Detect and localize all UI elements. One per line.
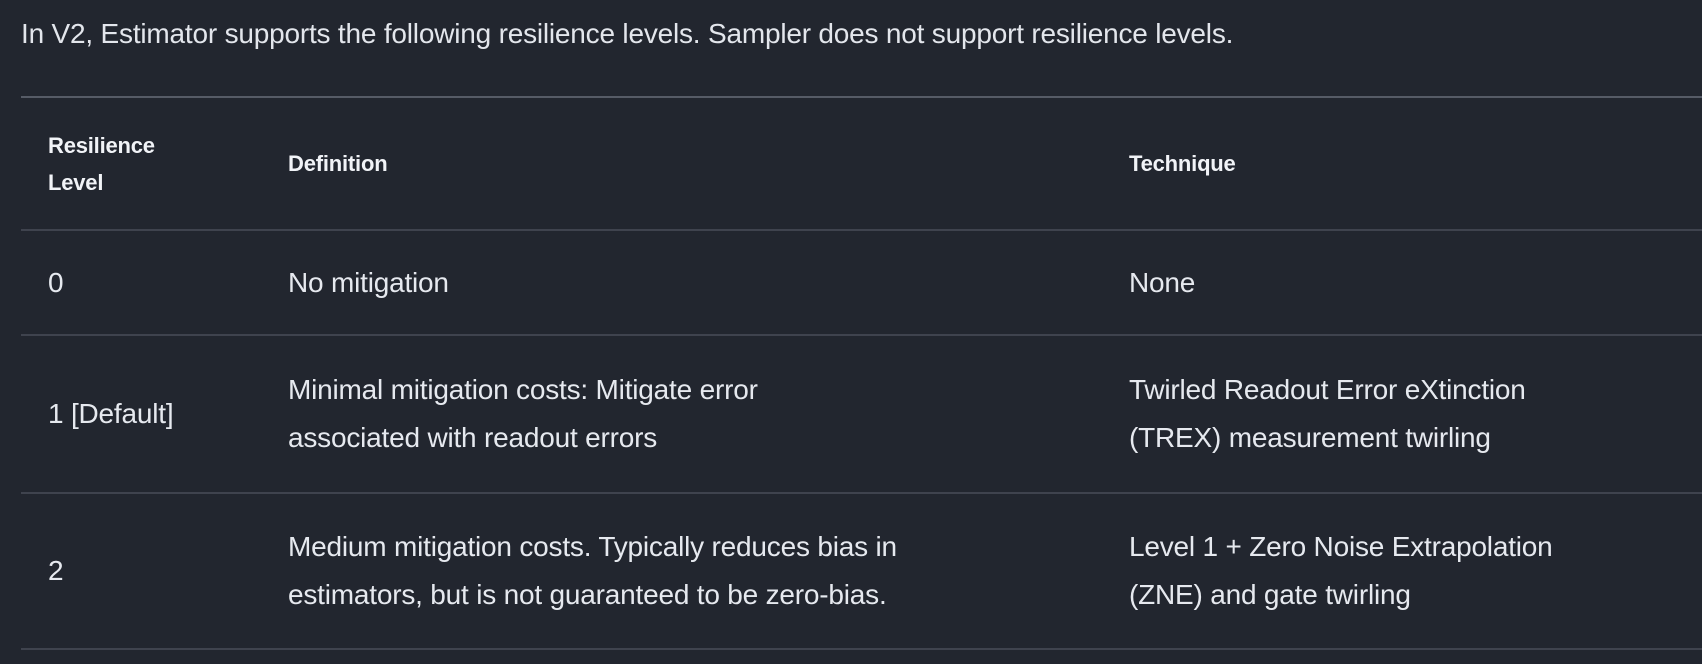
- column-header-technique: Technique: [1102, 97, 1702, 231]
- intro-text: In V2, Estimator supports the following …: [21, 18, 1234, 49]
- cell-technique: Twirled Readout Error eXtinction (TREX) …: [1102, 335, 1702, 494]
- table-row-level-1: 1 [Default] Minimal mitigation costs: Mi…: [21, 335, 1702, 494]
- cell-technique: Level 1 + Zero Noise Extrapolation (ZNE)…: [1129, 531, 1553, 610]
- column-header-resilience-level: Resilience Level: [21, 97, 261, 231]
- cell-definition: No mitigation: [261, 230, 1102, 336]
- resilience-levels-table: Resilience Level Definition Technique 0 …: [21, 96, 1702, 650]
- cell-resilience-level: 2: [48, 555, 64, 586]
- cell-definition: Minimal mitigation costs: Mitigate error…: [261, 335, 1102, 494]
- cell-technique: None: [1102, 230, 1702, 336]
- cell-definition: Medium mitigation costs. Typically reduc…: [288, 531, 897, 610]
- table-header-row: Resilience Level Definition Technique: [21, 97, 1702, 231]
- cell-resilience-level: 1 [Default]: [21, 335, 261, 494]
- table-row-level-2: 2 Medium mitigation costs. Typically red…: [21, 493, 1702, 649]
- column-header-definition: Definition: [261, 97, 1102, 231]
- cell-resilience-level: 0: [21, 230, 261, 336]
- table-row-level-0: 0 No mitigation None: [21, 230, 1702, 336]
